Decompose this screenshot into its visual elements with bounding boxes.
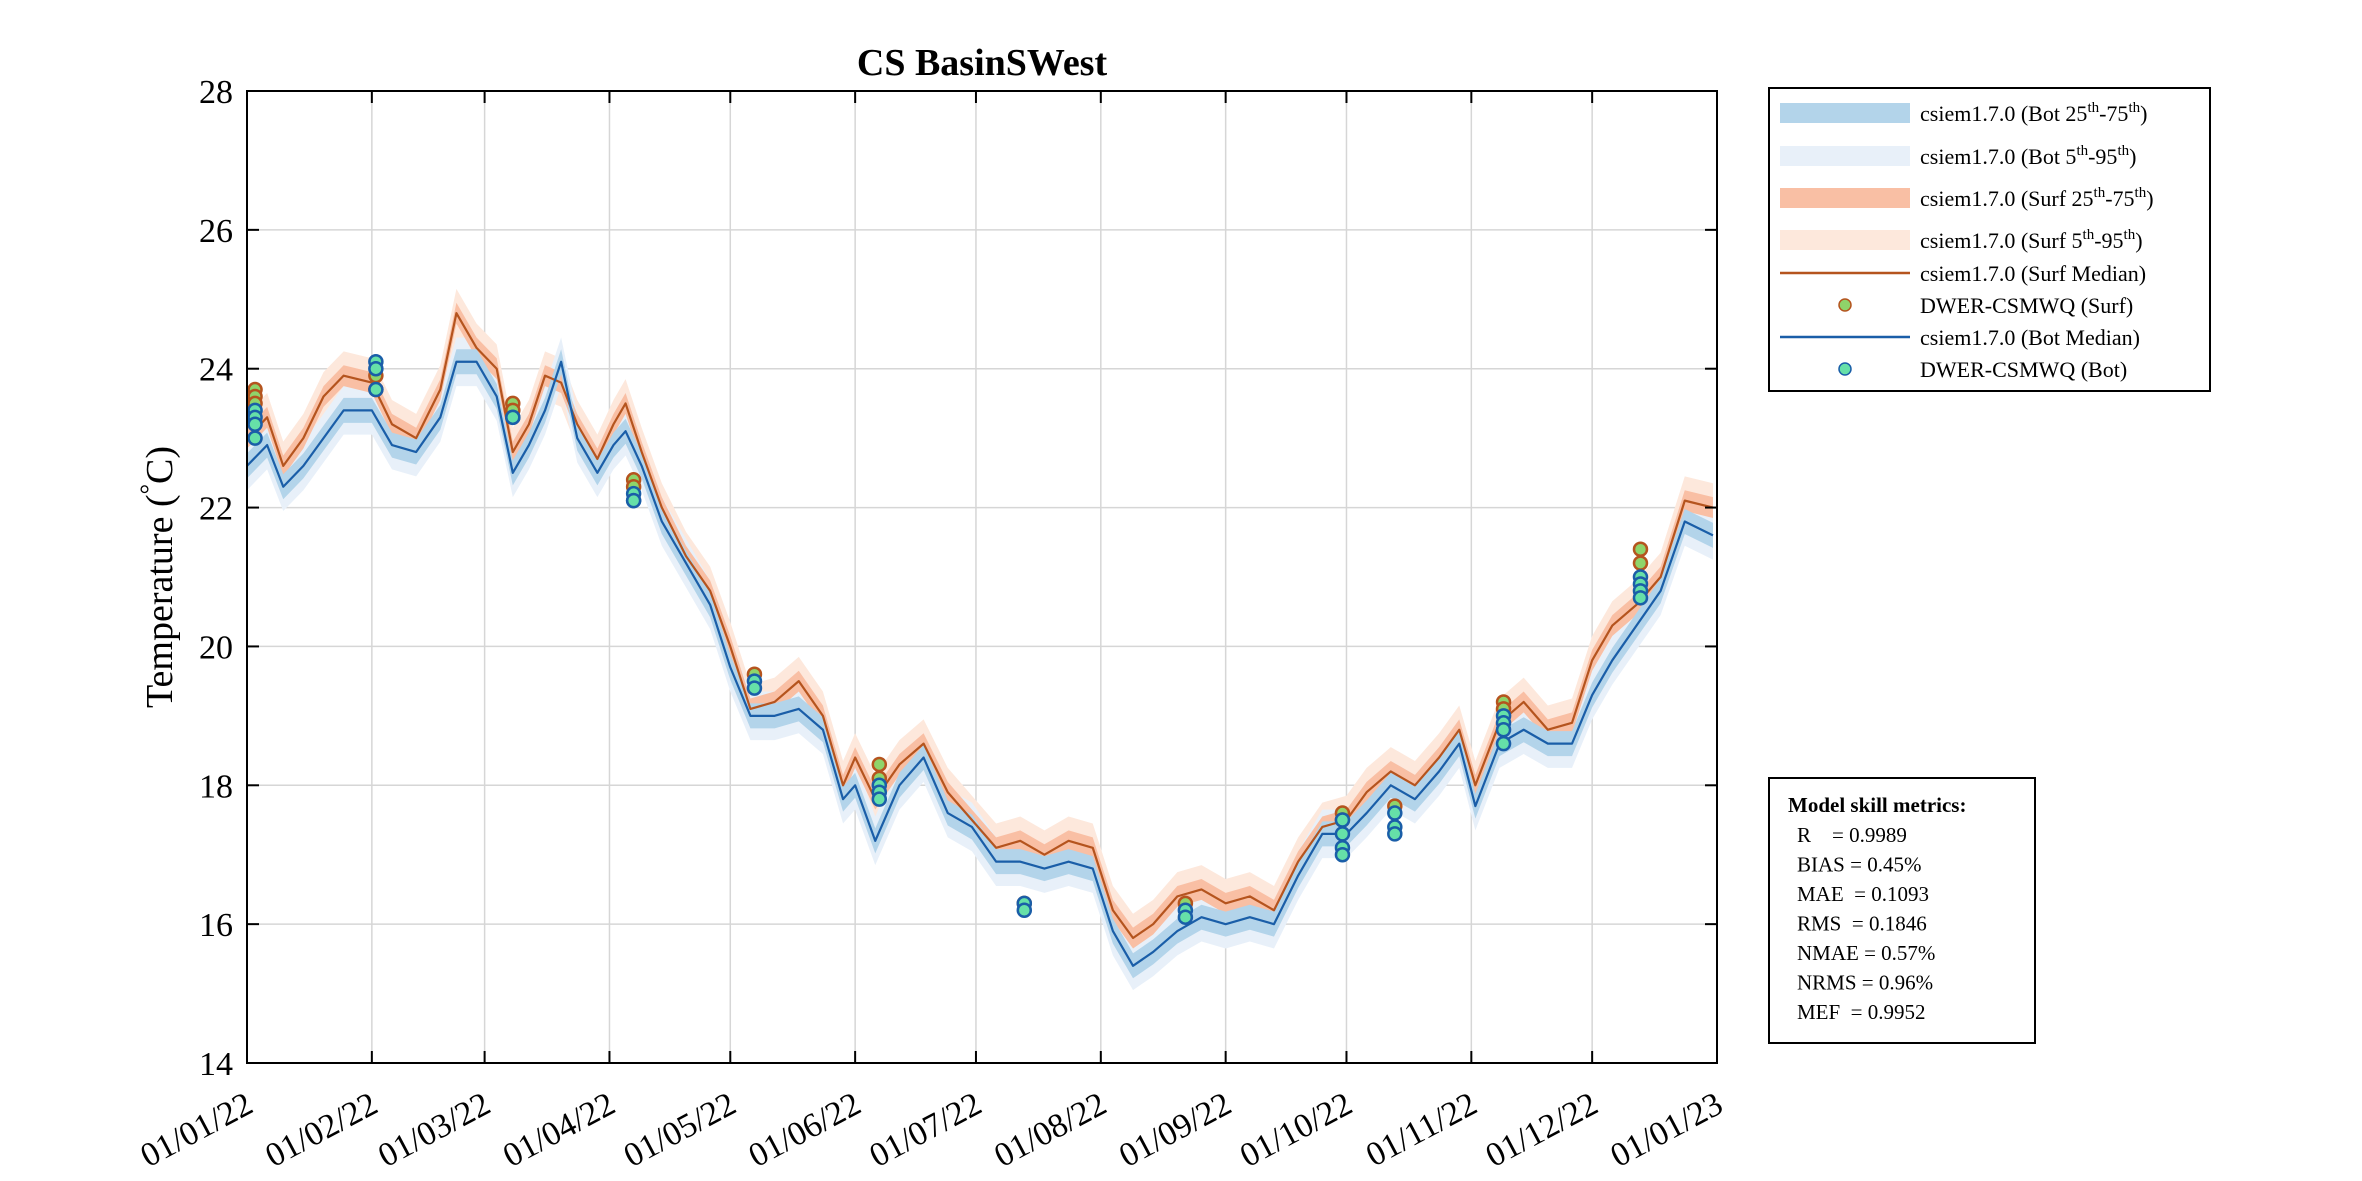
y-tick-label: 18 — [199, 768, 233, 805]
surf-observation-point — [1632, 555, 1649, 571]
legend-swatch — [1780, 103, 1910, 123]
axis-ticks: 14 16 18 20 22 24 26 28 01/01/22 01/02/2201/03/22… — [135, 74, 1729, 1175]
legend-swatch — [1780, 146, 1910, 166]
bot-observation-point — [1334, 826, 1351, 842]
metric-line: NRMS = 0.96% — [1797, 971, 1933, 995]
x-tick-label: 01/04/22 — [497, 1085, 621, 1174]
bot-observation-point — [746, 680, 763, 696]
bot-5-95-band — [247, 337, 1713, 991]
bot-observation-point — [1387, 826, 1403, 842]
bot-observation-point — [625, 492, 642, 509]
grid-lines — [247, 91, 1717, 1063]
x-tick-label: 01/07/22 — [864, 1085, 988, 1174]
legend-label: csiem1.7.0 (Bot 25th-75th) — [1920, 100, 2147, 126]
x-tick-label: 01/12/22 — [1480, 1085, 1604, 1174]
bot-observation-point — [1495, 721, 1512, 738]
metric-line: MAE = 0.1093 — [1797, 882, 1929, 906]
bot-observation-point — [1334, 846, 1351, 863]
x-tick-label: 01/08/22 — [988, 1085, 1112, 1174]
legend-label: DWER-CSMWQ (Surf) — [1920, 293, 2133, 318]
chart-title: CS BasinSWest — [857, 42, 1108, 84]
legend-label: csiem1.7.0 (Surf Median) — [1920, 261, 2146, 286]
bot-median-line — [246, 360, 1714, 967]
legend: csiem1.7.0 (Bot 25th-75th) csiem1.7.0 (Bo… — [1768, 87, 2211, 392]
bot-observation-point — [368, 360, 384, 377]
x-tick-label: 01/09/22 — [1113, 1085, 1237, 1174]
x-tick-label: 01/05/22 — [618, 1085, 742, 1174]
legend-swatch — [1780, 188, 1910, 208]
y-tick-label: 20 — [199, 629, 233, 666]
legend-label: DWER-CSMWQ (Bot) — [1920, 357, 2127, 382]
metric-line: RMS = 0.1846 — [1797, 912, 1927, 936]
bot-observation-point — [1177, 909, 1194, 925]
bot-observation-point — [1334, 812, 1351, 828]
x-tick-label: 01/10/22 — [1234, 1085, 1358, 1174]
y-tick-label: 22 — [199, 491, 233, 528]
x-tick-label: 01/03/22 — [372, 1085, 496, 1174]
legend-label: csiem1.7.0 (Surf 5th-95th) — [1920, 227, 2143, 253]
y-tick-label: 26 — [199, 213, 233, 250]
bot-observation-point — [247, 416, 263, 433]
x-tick-label: 01/01/22 — [135, 1085, 259, 1174]
x-tick-label: 01/11/22 — [1360, 1085, 1483, 1174]
y-tick-label: 14 — [199, 1046, 233, 1083]
surf-median-line — [246, 312, 1714, 940]
legend-label: csiem1.7.0 (Surf 25th-75th) — [1920, 185, 2154, 211]
percentile-bands — [247, 288, 1713, 991]
median-lines — [246, 312, 1714, 967]
bot-25-75-band — [247, 349, 1713, 979]
legend-swatch — [1780, 230, 1910, 250]
y-tick-label: 24 — [199, 352, 233, 389]
bot-observation-point — [505, 409, 521, 426]
observation-markers — [247, 354, 1649, 925]
legend-marker — [1838, 362, 1852, 376]
surf-observation-point — [1632, 541, 1649, 557]
bot-observation-point — [1387, 805, 1403, 821]
metric-line: BIAS = 0.45% — [1797, 853, 1921, 877]
surf-observation-point — [871, 756, 888, 773]
bot-observation-point — [247, 430, 263, 446]
x-tick-label: 01/02/22 — [259, 1085, 383, 1174]
bot-observation-point — [368, 381, 384, 398]
metrics-title: Model skill metrics: — [1788, 793, 1966, 817]
metric-line: MEF = 0.9952 — [1797, 1000, 1926, 1024]
x-tick-label: 01/01/23 — [1605, 1085, 1729, 1174]
x-tick-label: 01/06/22 — [743, 1085, 867, 1174]
y-tick-label: 28 — [199, 74, 233, 111]
legend-label: csiem1.7.0 (Bot 5th-95th) — [1920, 143, 2136, 169]
metrics-box — [1768, 777, 2036, 1044]
bot-observation-point — [1016, 902, 1033, 919]
legend-marker — [1838, 298, 1852, 312]
y-axis-label: Temperature (°C) — [135, 446, 181, 708]
model-skill-metrics: Model skill metrics: R = 0.9989 BIAS = 0.4… — [1768, 777, 2036, 1044]
metric-line: NMAE = 0.57% — [1797, 941, 1935, 965]
surf-25-75-band — [247, 302, 1713, 949]
legend-label: csiem1.7.0 (Bot Median) — [1920, 325, 2140, 350]
bot-observation-point — [1495, 735, 1512, 752]
plot-frame — [246, 90, 1718, 1064]
bot-observation-point — [1632, 590, 1649, 606]
metric-line: R = 0.9989 — [1797, 823, 1907, 847]
y-tick-label: 16 — [199, 907, 233, 944]
bot-observation-point — [871, 791, 888, 807]
